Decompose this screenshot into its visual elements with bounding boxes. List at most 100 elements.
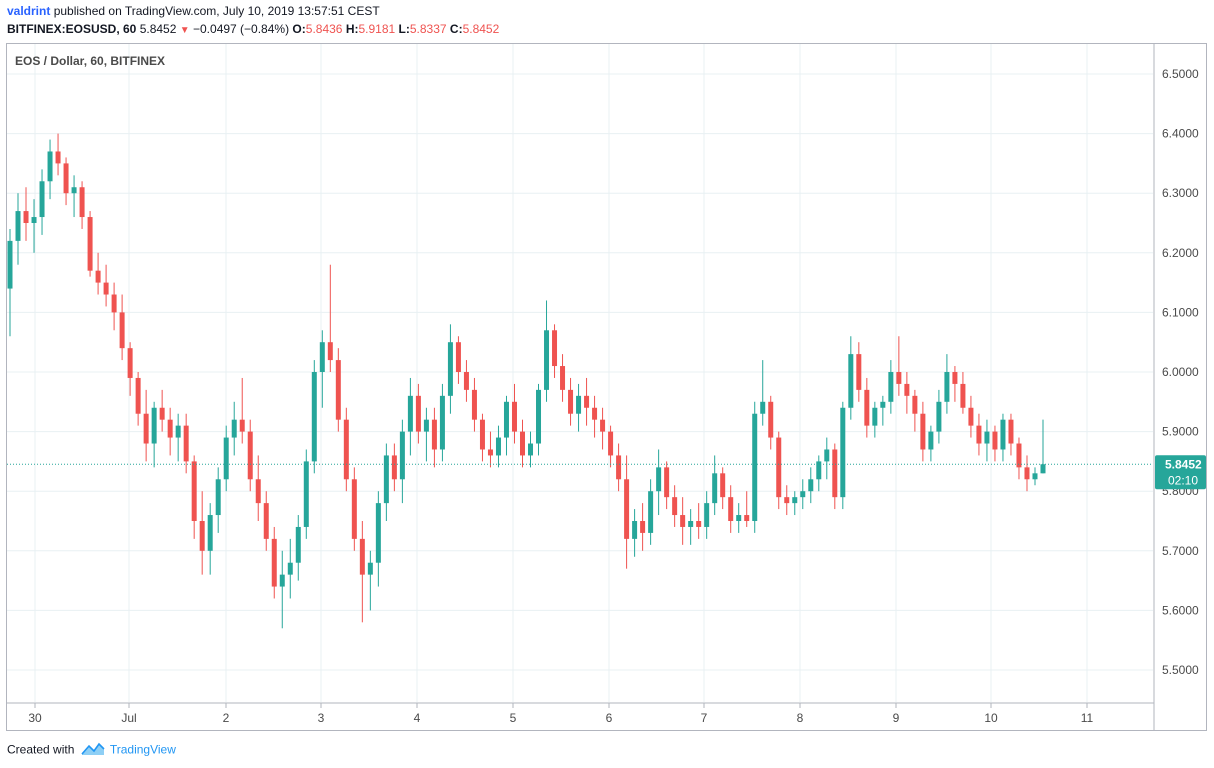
candle-body xyxy=(111,294,117,313)
candle xyxy=(15,193,21,265)
candle xyxy=(984,419,990,462)
candle xyxy=(135,372,141,426)
candle xyxy=(592,395,598,438)
candle xyxy=(263,491,269,551)
candle xyxy=(367,550,373,611)
candle-body xyxy=(47,151,53,182)
candle xyxy=(423,407,429,462)
candle-body xyxy=(423,419,429,432)
candle xyxy=(688,509,694,545)
candle-body xyxy=(255,479,261,504)
candle-body xyxy=(744,515,750,521)
candle-body xyxy=(600,419,606,432)
time-tick-label: 7 xyxy=(701,711,708,725)
current-price-marker: 5.8452 02:10 xyxy=(7,455,1206,490)
candle-body xyxy=(592,407,598,420)
candle-body xyxy=(760,401,766,414)
candle-body xyxy=(856,354,862,390)
close-value: 5.8452 xyxy=(462,22,500,36)
candle xyxy=(319,330,325,408)
candle-body xyxy=(487,449,493,456)
candle xyxy=(664,461,670,510)
candle xyxy=(784,485,790,516)
candle-body xyxy=(359,538,365,575)
price-tick-label: 5.7000 xyxy=(1162,544,1199,558)
created-with-text: Created with xyxy=(7,742,75,757)
candle xyxy=(1040,419,1046,474)
candle xyxy=(920,401,926,462)
candle-body xyxy=(936,401,942,432)
candle-body xyxy=(888,372,894,402)
close-label: C: xyxy=(449,22,463,36)
candle-body xyxy=(896,372,902,384)
candle xyxy=(79,181,85,229)
candle xyxy=(912,389,918,432)
candle-body xyxy=(656,467,662,492)
candle-body xyxy=(664,467,670,498)
price-tick-label: 6.2000 xyxy=(1162,246,1199,260)
candle xyxy=(904,372,910,414)
candle xyxy=(1024,455,1030,492)
candle-body xyxy=(367,562,373,575)
candle-body xyxy=(824,449,830,462)
candle xyxy=(968,395,974,438)
candle xyxy=(736,503,742,533)
candle xyxy=(167,407,173,456)
symbol-label: BITFINEX:EOSUSD, 60 xyxy=(7,22,137,36)
candle xyxy=(287,538,293,599)
candle xyxy=(656,449,662,516)
candle xyxy=(696,503,702,539)
candle-body xyxy=(928,431,934,450)
candle xyxy=(55,133,61,176)
author-link[interactable]: valdrint xyxy=(7,4,51,18)
candle xyxy=(511,383,517,444)
open-label: O: xyxy=(292,22,306,36)
candle-body xyxy=(840,407,846,498)
candle xyxy=(175,413,181,462)
candle xyxy=(680,497,686,545)
candle xyxy=(503,395,509,456)
grid-lines xyxy=(7,44,1153,702)
last-price: 5.8452 xyxy=(139,22,177,36)
candle xyxy=(648,479,654,545)
candle xyxy=(335,348,341,432)
price-tick-label: 6.1000 xyxy=(1162,305,1199,319)
price-tick-label: 5.9000 xyxy=(1162,425,1199,439)
price-change: −0.0497 (−0.84%) xyxy=(193,22,290,36)
candle-body xyxy=(287,562,293,575)
candle-body xyxy=(736,515,742,521)
price-tick-label: 5.6000 xyxy=(1162,603,1199,617)
candle xyxy=(808,467,814,504)
candle-body xyxy=(808,479,814,492)
candle-body xyxy=(87,217,93,271)
candle-body xyxy=(792,497,798,504)
candle-body xyxy=(391,455,397,480)
candle xyxy=(936,389,942,444)
candle-body xyxy=(696,521,702,527)
candle xyxy=(704,491,710,539)
down-arrow-icon: ▼ xyxy=(179,25,190,36)
candle-body xyxy=(552,330,558,367)
candle xyxy=(816,455,822,492)
candle-body xyxy=(960,383,966,408)
candle-body xyxy=(151,407,157,444)
candle-body xyxy=(1008,419,1014,444)
candle xyxy=(864,377,870,438)
candle xyxy=(632,509,638,557)
candle-body xyxy=(399,431,405,480)
time-tick-label: 6 xyxy=(606,711,613,725)
candle-body xyxy=(199,521,205,551)
candle xyxy=(840,401,846,510)
candle xyxy=(720,467,726,510)
candle xyxy=(712,455,718,516)
candle-body xyxy=(263,503,269,539)
candle-body xyxy=(135,377,141,414)
current-price-tag xyxy=(1155,455,1206,490)
candle-body xyxy=(471,389,477,420)
candle-body xyxy=(584,395,590,408)
tradingview-brand[interactable]: TradingView xyxy=(109,742,176,757)
candle-body xyxy=(191,461,197,521)
candle xyxy=(359,521,365,623)
candle-body xyxy=(1024,467,1030,480)
